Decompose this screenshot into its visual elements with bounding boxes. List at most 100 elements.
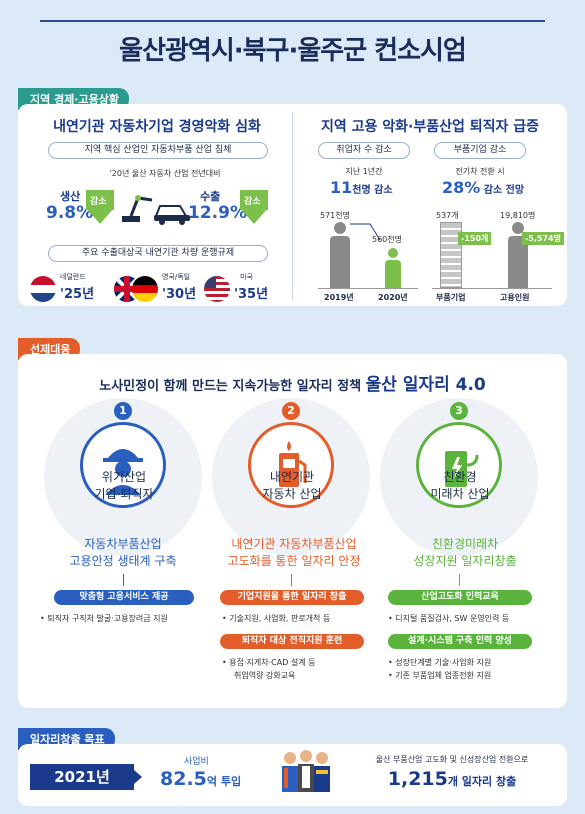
col3-bar-2-item-1: • 성장단계별 기술·사업화 지원 [388,658,492,667]
export-arrow-icon [240,208,268,224]
title-rule [40,20,545,22]
col2-bar-2-item-1: • 용접·지게차·CAD 설계 등 [222,658,316,667]
col3-caption-2: 미래차 산업 [430,487,490,501]
chart-b-delta-2: -5,574명 [522,232,564,245]
col2-title-2: 고도화를 통한 일자리 안정 [227,554,361,568]
goal: 1,215개 일자리 창출 [344,768,560,790]
col2-number: 2 [282,402,300,420]
person-employees-body-icon [508,236,528,288]
col1-caption: 위기산업 기업·퇴직자 [62,468,186,502]
col1-title-1: 자동차부품산업 [84,537,162,551]
chart-b-x1: 부품기업 [436,293,466,302]
stat-b: 28% 감소 전망 [442,178,524,197]
left-note: '20년 울산 자동차 산업 전년대비 [109,169,221,178]
usa-flag-icon [204,276,230,302]
fuel-pump-icon [279,441,307,487]
col2-bar-2-item-2: 취업역량 강화교육 [234,671,296,680]
col1-title: 자동차부품산업 고용안정 생태계 구축 [38,536,208,570]
person-green-head-icon [388,248,398,258]
chart-a-value-2: 560천명 [372,235,402,244]
chart-b-delta-1: -150개 [458,232,492,245]
goal-year-arrow-icon [134,770,142,784]
col1-title-2: 고용안정 생태계 구축 [69,554,177,568]
col1-caption-2: 기업·퇴직자 [94,487,154,501]
col3-icon-ring [416,422,502,508]
chart-b-baseline [432,288,552,289]
col2-icon-ring [248,422,334,508]
person-gray-body-icon [330,236,350,288]
col3-caption: 친환경 미래차 산업 [398,468,522,502]
budget-value: 82.5 [160,768,207,790]
col1-icon-ring [80,422,166,508]
chart-b-value-1: 537개 [436,211,459,220]
response-heading-prefix: 노사민정이 함께 만드는 지속가능한 일자리 정책 [99,379,362,394]
col3-title-2: 성장지원 일자리창출 [413,554,517,568]
col2-bar-1: 기업지원을 통한 일자리 창출 [220,590,364,605]
flag-year-3: '35년 [234,287,269,302]
production-value: 9.8% [46,203,94,223]
response-heading: 노사민정이 함께 만드는 지속가능한 일자리 정책 울산 일자리 4.0 [18,370,567,395]
building-icon [440,222,462,288]
chart-b-value-2: 19,810명 [500,211,536,220]
col2-caption-1: 내연기관 [269,470,315,484]
germany-flag-icon [132,276,158,302]
person-employees-head-icon [512,222,524,234]
chart-a-x2: 2020년 [378,293,408,302]
response-heading-main: 울산 일자리 4.0 [365,375,486,395]
stat-a-sub: 지난 1년간 [345,167,383,176]
col3-bar-2: 설계·시스템 구축 인력 양성 [388,634,532,649]
panel-divider [292,112,293,300]
col3-connector [459,574,460,586]
goal-year: 2021년 [30,764,134,790]
production-decrease: 감소 [90,197,107,207]
export-decrease: 감소 [244,197,261,207]
col3-bar-1-item-1: • 디지털 품질검사, SW 운영인력 등 [388,614,510,623]
stat-b-sub: 전기차 전환 시 [455,167,505,176]
production-arrow-body [86,190,114,210]
col2-caption-2: 자동차 산업 [262,487,322,501]
col2-connector [291,574,292,586]
col2-title-1: 내연기관 자동차부품산업 [231,537,357,551]
person-gray-head-icon [334,222,346,234]
production-arrow-icon [86,208,114,224]
stat-b-num: 28% [442,178,481,197]
left-heading: 내연기관 자동차기업 경영악화 심화 [53,119,261,135]
right-heading: 지역 고용 악화·부품산업 퇴직자 급증 [320,119,539,135]
stat-b-rest: 감소 전망 [483,185,525,196]
col1-bar-1: 맞춤형 고용서비스 제공 [54,590,194,605]
col3-bar-1: 산업고도화 인력교육 [388,590,532,605]
col2-title: 내연기관 자동차부품산업 고도화를 통한 일자리 안정 [206,536,382,570]
left-pill-1: 지역 핵심 산업인 자동차부품 산업 침체 [48,142,268,159]
left-pill-2: 주요 수출대상국 내연기관 차량 운행규제 [48,245,268,262]
page-title: 울산광역시·북구·울주군 컨소시엄 [119,36,467,66]
robot-car-icon [122,195,190,225]
col3-caption-1: 친환경 [443,470,477,484]
goal-unit: 개 일자리 창출 [447,775,517,788]
col3-bar-2-item-2: • 기존 부품업체 업종전환 지원 [388,671,492,680]
budget-label: 사업비 [184,757,209,767]
chart-a-value-1: 571천명 [320,211,350,220]
col2-bar-2: 퇴직자 대상 전직지원 훈련 [220,634,364,649]
worker-helmet-icon [103,449,143,495]
ev-charger-icon [445,451,479,487]
col1-bar-1-item-1: • 퇴직자 구직처 발굴·고용장려금 지원 [40,614,168,623]
col1-connector [123,574,124,586]
export-value: 12.9% [188,203,247,223]
flag-year-2: '30년 [162,287,197,302]
netherlands-flag-icon [30,276,56,302]
export-arrow-body [240,190,268,210]
budget: 82.5억 투입 [160,768,241,790]
col3-title-1: 친환경미래차 [431,537,499,551]
flag-country-1: 네덜란드 [60,273,86,281]
goal-value: 1,215 [387,768,448,790]
stat-a-num: 11 [330,178,353,197]
production-label: 생산 [60,190,81,203]
chart-a-connector [350,223,381,241]
stat-a-rest: 천명 감소 [352,185,393,196]
col2-caption: 내연기관 자동차 산업 [230,468,354,502]
stat-a: 11천명 감소 [330,178,393,197]
flag-year-1: '25년 [60,287,95,302]
right-pill-a: 취업자 수 감소 [318,142,410,159]
chart-a-baseline [318,288,418,289]
flag-country-3: 미국 [240,273,253,281]
